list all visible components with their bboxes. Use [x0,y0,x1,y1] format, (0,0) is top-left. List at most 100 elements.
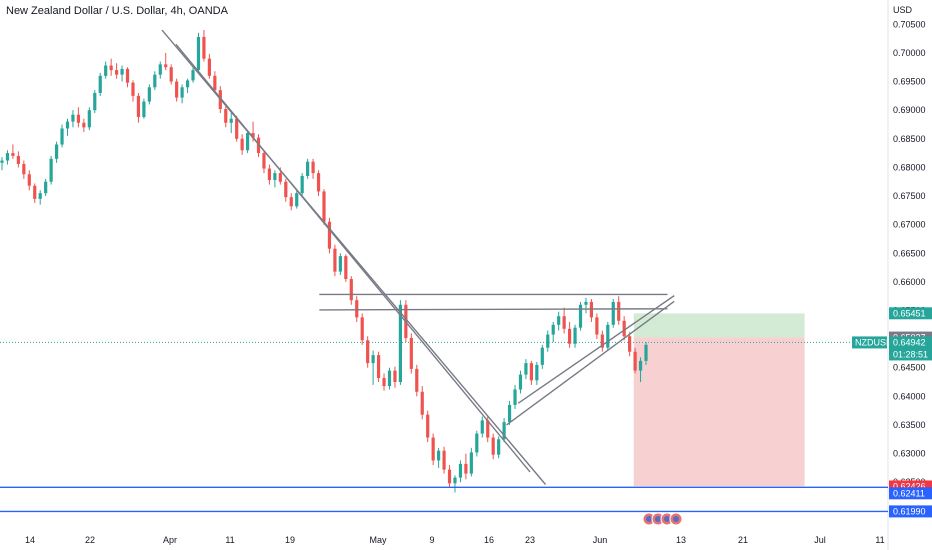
x-tick-label: 9 [429,535,434,545]
candle-body [11,153,15,156]
candle-body [628,336,632,352]
candle-body [300,175,304,194]
candle-body [360,317,364,341]
candle-body [371,355,375,364]
candle-body [169,67,173,82]
candle-body [529,363,533,381]
candle-body [65,121,70,129]
candle-body [502,422,506,440]
candle-body [235,118,239,139]
trend-line [319,308,668,311]
candle-body [458,463,463,478]
price-tag-label: 0.62411 [893,488,925,498]
candle-body [475,433,479,453]
candle-body [376,355,381,379]
chart-title: New Zealand Dollar / U.S. Dollar, 4h, OA… [6,5,228,17]
symbol-tag-bg [852,336,887,349]
candle-body [191,70,195,81]
x-tick-label: 14 [25,535,35,545]
price-tag-label: 0.65451 [893,308,926,318]
candle-body [196,36,201,71]
candle-body [229,118,233,123]
candle-body [316,173,321,192]
candle-body [420,391,424,415]
candle-body [180,87,184,98]
candle-body [120,68,124,75]
y-tick-label: 0.66000 [893,277,926,287]
candle-body [409,337,413,369]
candle-body [104,65,108,76]
candle-body [633,351,637,371]
candle-body [289,197,293,207]
candle-body [551,324,555,335]
candle-body [295,193,299,207]
candle-body [147,87,151,102]
candle-body [158,64,162,75]
candle-body [262,153,266,169]
candle-body [333,248,337,272]
event-flag-center [673,516,679,522]
candle-body [278,173,282,182]
candle-body [518,374,523,390]
candle-body [322,191,326,222]
candle-body [497,439,501,455]
x-tick-label: 22 [85,535,95,545]
y-tick-label: 0.70000 [893,48,926,58]
candle-body [16,155,20,164]
trend-line [175,43,531,473]
candle-body [480,420,484,434]
candle-body [644,344,648,361]
candle-body [355,300,359,318]
candle-body [415,368,419,392]
event-flag-center [664,516,670,522]
price-tag-bg [889,505,932,518]
candle-body [98,75,102,93]
x-tick-label: Jul [814,535,826,545]
candle-body [447,469,452,484]
candle-body [524,363,528,375]
candle-body [44,181,48,194]
candle-body [573,327,577,344]
bar-countdown-label: 01:28:51 [893,349,928,359]
candle-body [22,163,26,175]
y-tick-label: 0.70500 [893,19,926,29]
y-tick-label: 0.66500 [893,248,926,258]
y-tick-label: 0.64500 [893,363,926,373]
candle-body [442,450,446,470]
trend-line [506,300,675,426]
y-tick-label: 0.64000 [893,391,926,401]
candle-body [0,160,4,163]
position-loss-zone [633,337,805,487]
candle-body [426,414,430,438]
price-tag-bg [889,487,932,500]
candle-body [464,463,468,474]
candle-body [131,82,135,96]
candle-body [54,144,59,159]
x-tick-label: Jun [593,535,608,545]
candle-body [344,256,348,280]
trend-line [517,295,675,404]
y-tick-label: 0.69000 [893,105,926,115]
y-tick-label: 0.69500 [893,77,926,87]
candle-body [33,185,37,199]
candle-body [125,68,130,83]
candle-body [224,109,228,123]
candle-body [398,304,403,383]
price-tag-bg [889,307,932,320]
candle-body [535,364,539,381]
candle-body [557,316,561,325]
position-profit-zone [633,313,805,338]
candle-body [546,334,550,348]
candle-body [5,153,10,161]
candle-body [185,80,190,88]
candle-body [142,101,146,118]
candle-body [306,161,310,176]
event-flag-center [646,516,652,522]
current-price-label: 0.64942 [893,337,926,347]
candle-body [273,173,277,180]
candle-body [387,370,392,387]
candle-body [109,65,113,71]
candle-body [284,181,288,198]
economic-events-icon [642,512,683,526]
